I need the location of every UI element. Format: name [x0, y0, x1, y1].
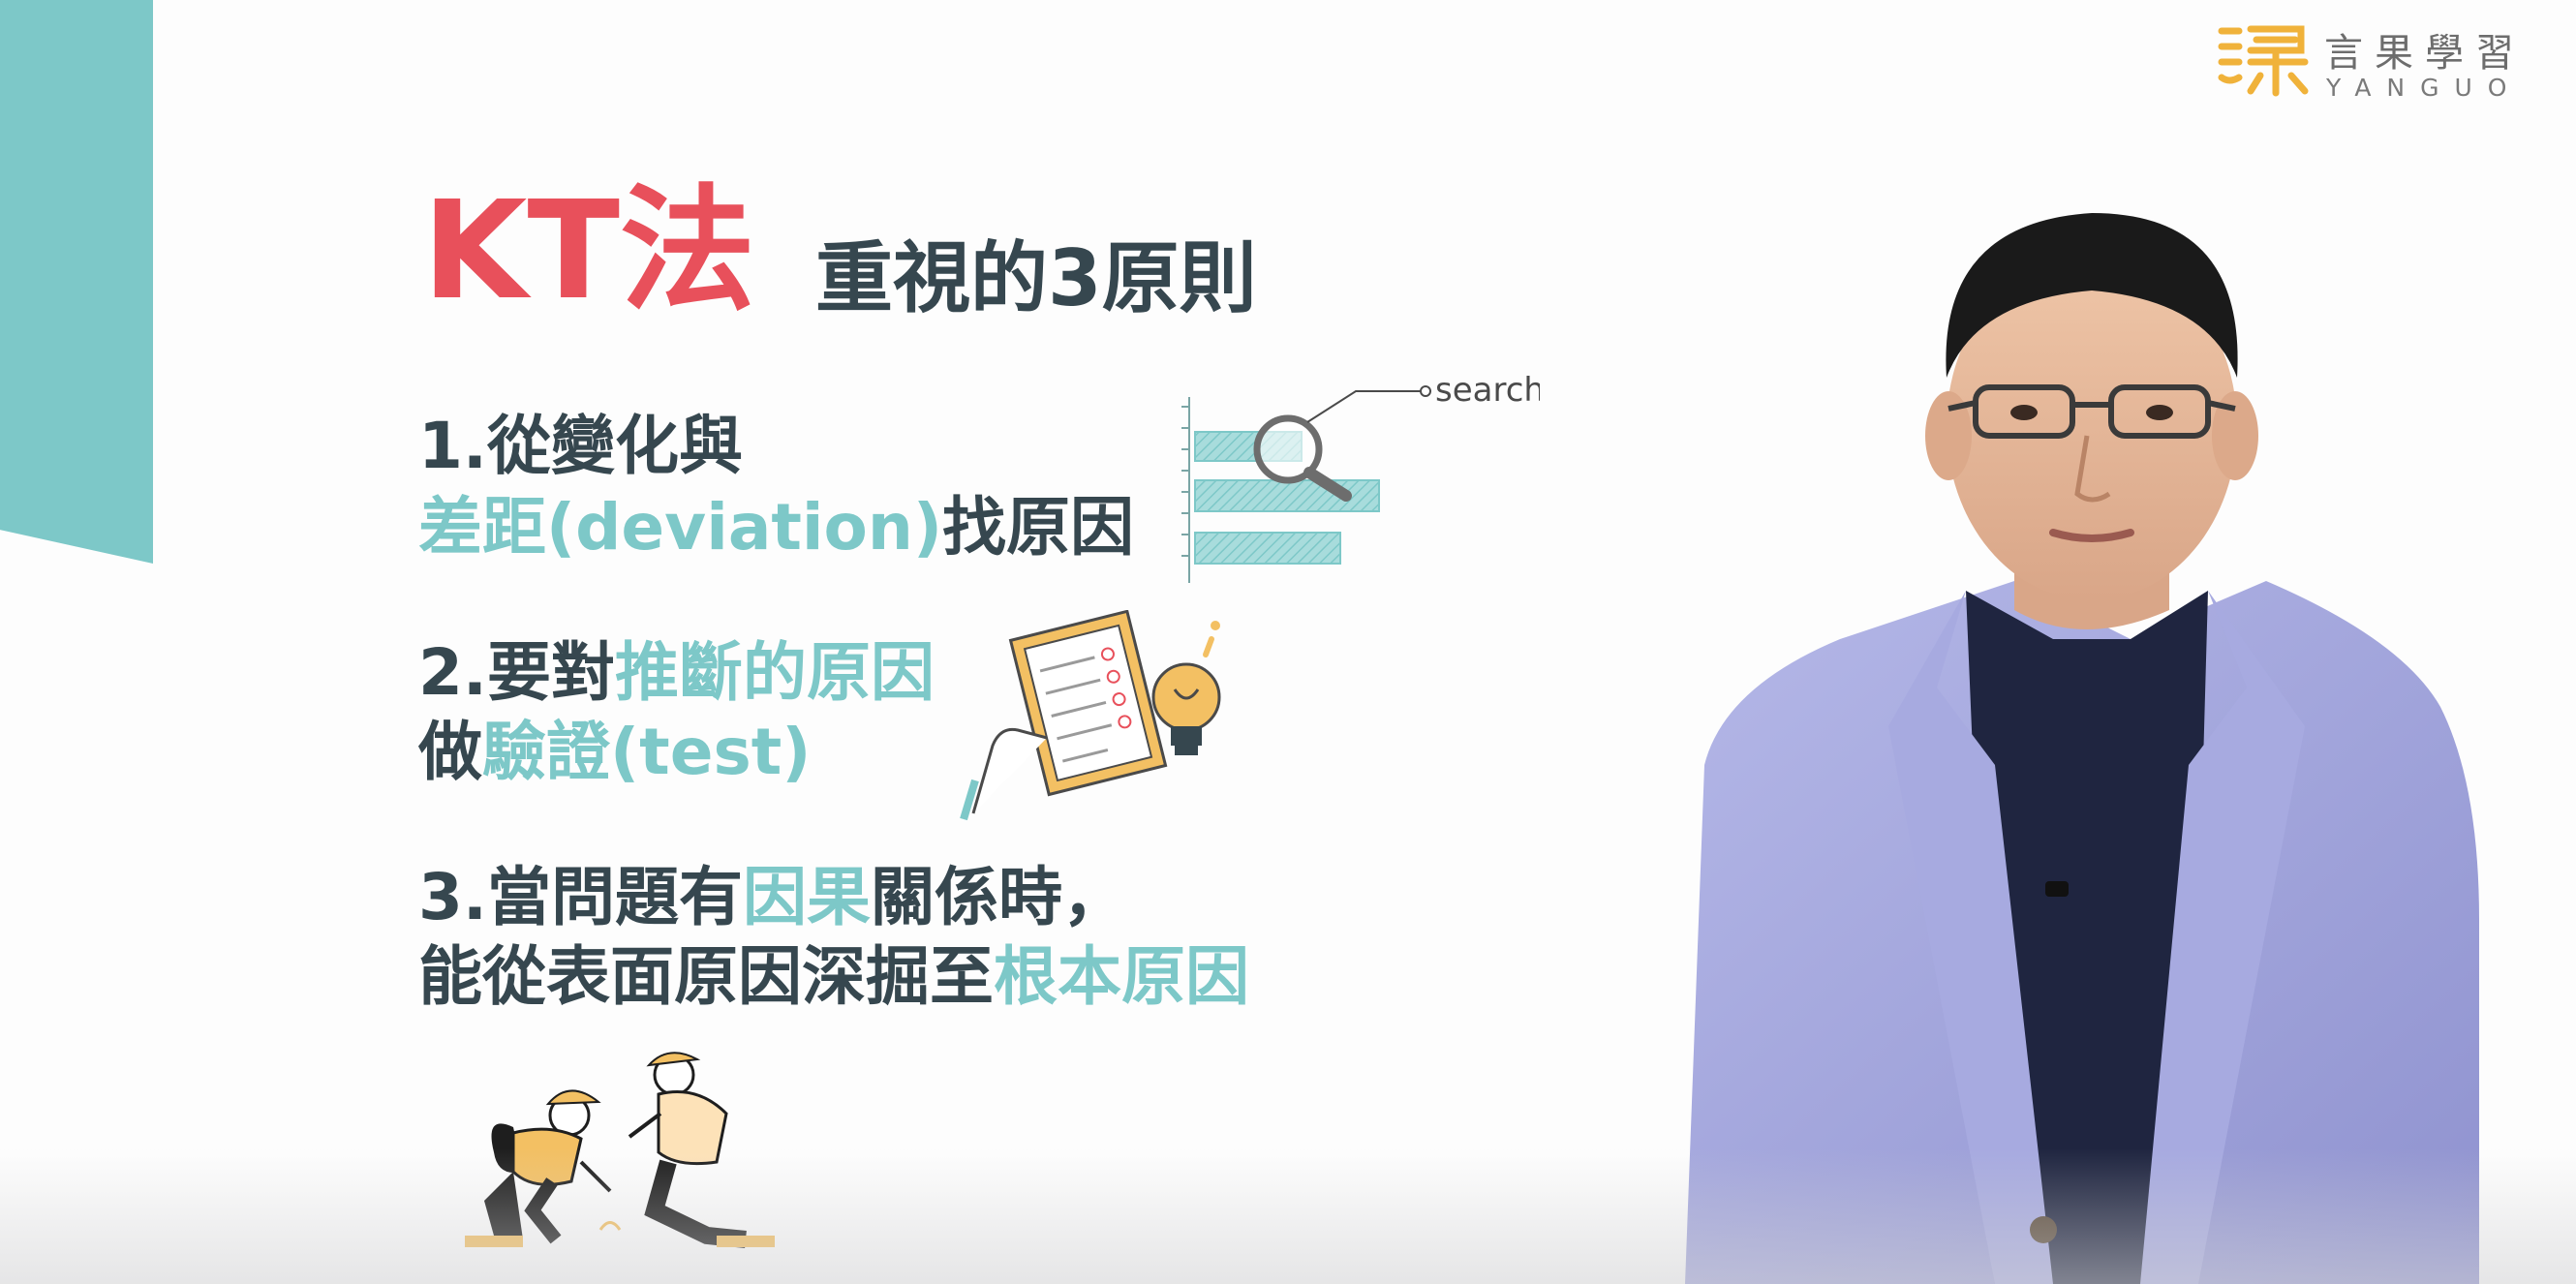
presenter-photo [1685, 213, 2479, 1284]
principle-text: 找原因 [942, 490, 1135, 565]
principle-1-line-2: 差距(deviation)找原因 [418, 496, 1134, 560]
principle-3-line-1: 3.當問題有因果關係時， [418, 866, 1126, 930]
slide-title: KT法 [422, 172, 755, 330]
highlighted-text: 因果 [743, 860, 871, 934]
principle-2-line-2: 做驗證(test) [418, 720, 811, 784]
principle-text: 3.當問題有 [418, 860, 743, 934]
teal-corner-decoration [0, 0, 153, 564]
principle-text: 1.從變化與 [418, 409, 743, 483]
principle-text: 2.要對 [418, 635, 615, 710]
yanguo-logo: 言果學習 YANGUO [2218, 21, 2547, 108]
logo-english-text: YANGUO [2326, 74, 2523, 102]
search-label: search [1435, 371, 1540, 410]
magnifier-bar-chart-icon: search [1181, 371, 1540, 583]
principle-text: 關係時， [871, 860, 1126, 934]
yanguo-logo-mark-icon [2218, 25, 2309, 97]
principle-text: 做 [418, 715, 482, 789]
principle-text: 能從表面原因深掘至 [418, 939, 994, 1014]
slide-subtitle: 重視的3原則 [815, 233, 1257, 323]
highlighted-text: 差距(deviation) [418, 490, 943, 565]
bottom-gradient-overlay [0, 1148, 2576, 1284]
highlighted-text: 驗證(test) [482, 715, 812, 789]
highlighted-text: 推斷的原因 [615, 635, 935, 710]
principle-3-line-2: 能從表面原因深掘至根本原因 [418, 945, 1249, 1009]
highlighted-text: 根本原因 [994, 939, 1249, 1014]
clipboard-lightbulb-icon [960, 610, 1221, 821]
principle-2-line-1: 2.要對推斷的原因 [418, 641, 935, 705]
logo-chinese-text: 言果學習 [2324, 31, 2526, 76]
principle-1-line-1: 1.從變化與 [418, 414, 743, 478]
